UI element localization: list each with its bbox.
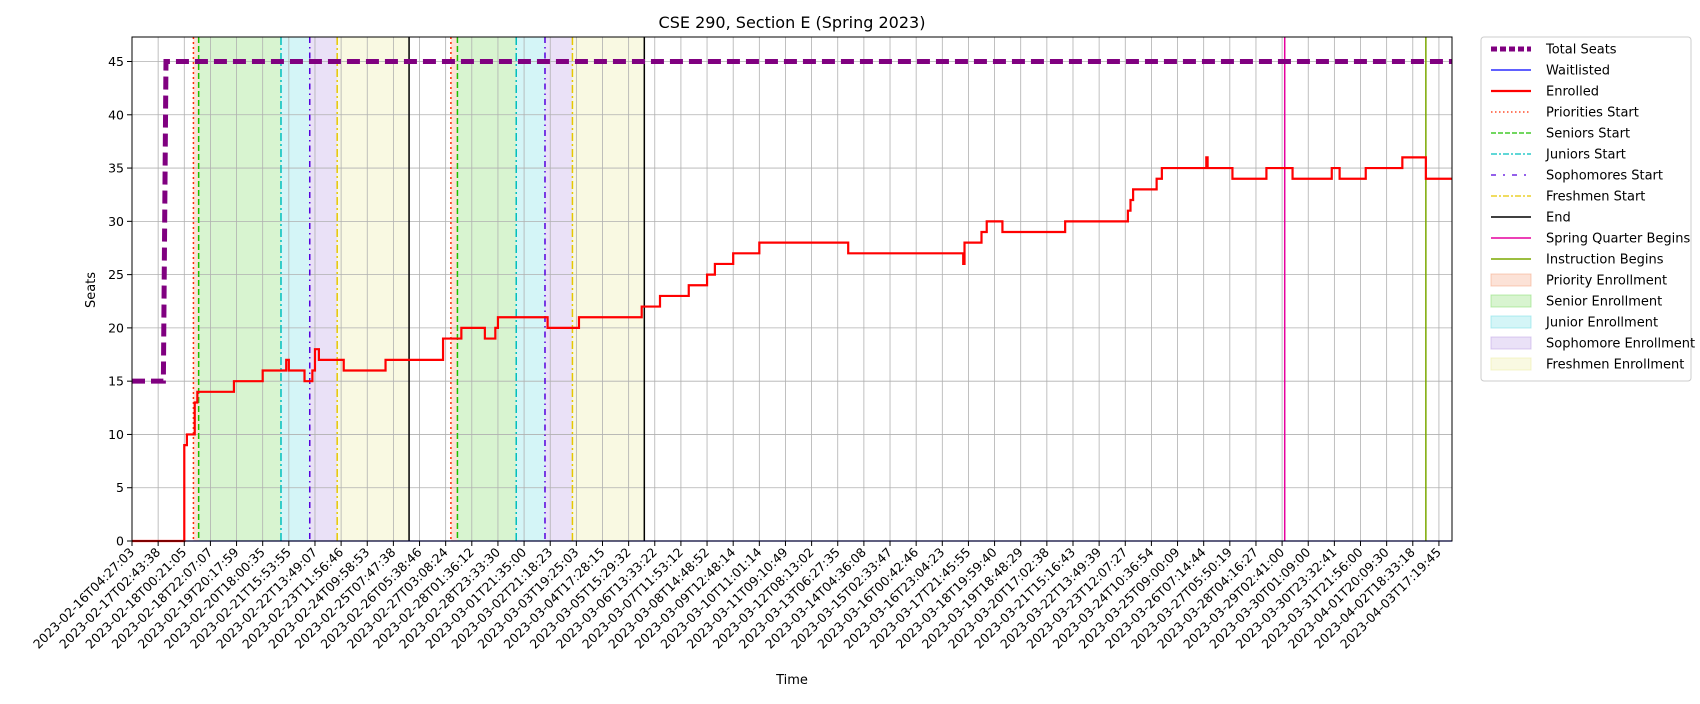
shade-priority-enrollment: [193, 37, 199, 541]
legend: Total Seats Waitlisted Enrolled Priorities …: [1480, 36, 1695, 382]
y-tick-label: 40: [108, 107, 124, 122]
shade-priority-enrollment: [450, 37, 458, 541]
y-tick-label: 25: [108, 267, 124, 282]
legend-label-sophomores-start: Sophomores Start: [1546, 169, 1663, 184]
y-tick-label: 20: [108, 320, 124, 335]
shade-freshmen-enrollment: [572, 37, 645, 541]
legend-label-instruction-begins: Instruction Begins: [1546, 253, 1664, 268]
legend-label-waitlisted: Waitlisted: [1546, 64, 1610, 79]
shade-freshmen-enrollment: [337, 37, 410, 541]
vline-layer: [192, 37, 1427, 541]
legend-label-sophomore-enrollment: Sophomore Enrollment: [1546, 337, 1695, 352]
shade-sophomore-enrollment: [544, 37, 573, 541]
legend-label-freshmen-enrollment: Freshmen Enrollment: [1546, 358, 1684, 373]
y-tick-label: 10: [108, 427, 124, 442]
chart-title: CSE 290, Section E (Spring 2023): [659, 13, 926, 32]
shade-senior-enrollment: [457, 37, 517, 541]
series-total-seats: [132, 59, 1452, 384]
y-tick-label: 35: [108, 161, 124, 176]
y-tick-label: 5: [116, 480, 124, 495]
x-axis-label: Time: [775, 673, 808, 688]
y-tick-label: 45: [108, 54, 124, 69]
shade-junior-enrollment: [280, 37, 310, 541]
legend-label-senior-enrollment: Senior Enrollment: [1546, 295, 1662, 310]
legend-swatch-junior-enrollment: [1490, 315, 1532, 329]
legend-label-end: End: [1546, 211, 1571, 226]
legend-label-junior-enrollment: Junior Enrollment: [1545, 316, 1658, 331]
legend-swatch-freshmen-enrollment: [1490, 357, 1532, 371]
legend-box: [1480, 36, 1692, 382]
shade-sophomore-enrollment: [309, 37, 338, 541]
legend-swatch-priority-enrollment: [1490, 273, 1532, 287]
legend-label-priorities-start: Priorities Start: [1546, 106, 1639, 121]
axes-layer: [131, 36, 1453, 542]
legend-label-spring-quarter-begins: Spring Quarter Begins: [1546, 232, 1690, 247]
legend-label-total-seats: Total Seats: [1545, 43, 1617, 58]
series-enrolled: [132, 156, 1452, 543]
y-tick-label: 0: [116, 534, 124, 549]
legend-swatch-senior-enrollment: [1490, 294, 1532, 308]
x-ticks: 2023-02-16T04:27:032023-02-17T02:43:3820…: [30, 541, 1444, 652]
y-axis-label: Seats: [84, 272, 99, 308]
shade-junior-enrollment: [516, 37, 545, 541]
legend-label-freshmen-start: Freshmen Start: [1546, 190, 1645, 205]
shade-senior-enrollment: [198, 37, 281, 541]
legend-label-juniors-start: Juniors Start: [1545, 148, 1626, 163]
legend-swatch-sophomore-enrollment: [1490, 336, 1532, 350]
plot-frame: [131, 36, 1453, 542]
y-ticks: 0 5 10 15 20 25 30 35 40 45: [108, 54, 132, 549]
y-tick-label: 30: [108, 214, 124, 229]
y-tick-label: 15: [108, 374, 124, 389]
shade-layer: [193, 37, 645, 541]
legend-label-enrolled: Enrolled: [1546, 85, 1599, 100]
legend-label-priority-enrollment: Priority Enrollment: [1546, 274, 1667, 289]
legend-label-seniors-start: Seniors Start: [1546, 127, 1630, 142]
